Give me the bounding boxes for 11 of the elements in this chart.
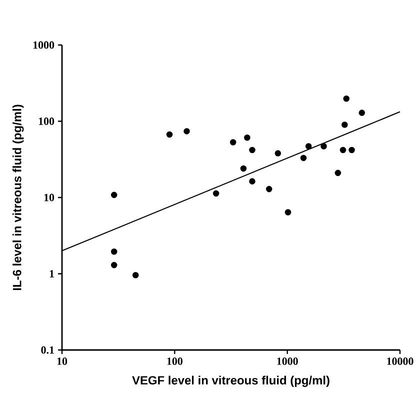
y-tick-label: 0.1 — [41, 346, 54, 354]
x-tick-label: 10 — [57, 358, 68, 365]
x-tick-label: 100 — [167, 358, 182, 365]
x-tick-label: 1000 — [277, 358, 298, 365]
y-tick-label: 10 — [44, 194, 54, 202]
x-tick-label: 10000 — [387, 358, 414, 365]
y-tick-label: 1000 — [33, 41, 54, 49]
y-tick-label: 1 — [50, 270, 54, 278]
y-axis-title: IL-6 level in vitreous fluid (pg/ml) — [12, 104, 24, 290]
x-axis-title: VEGF level in vitreous fluid (pg/ml) — [132, 376, 330, 387]
y-tick-label: 100 — [38, 118, 54, 125]
